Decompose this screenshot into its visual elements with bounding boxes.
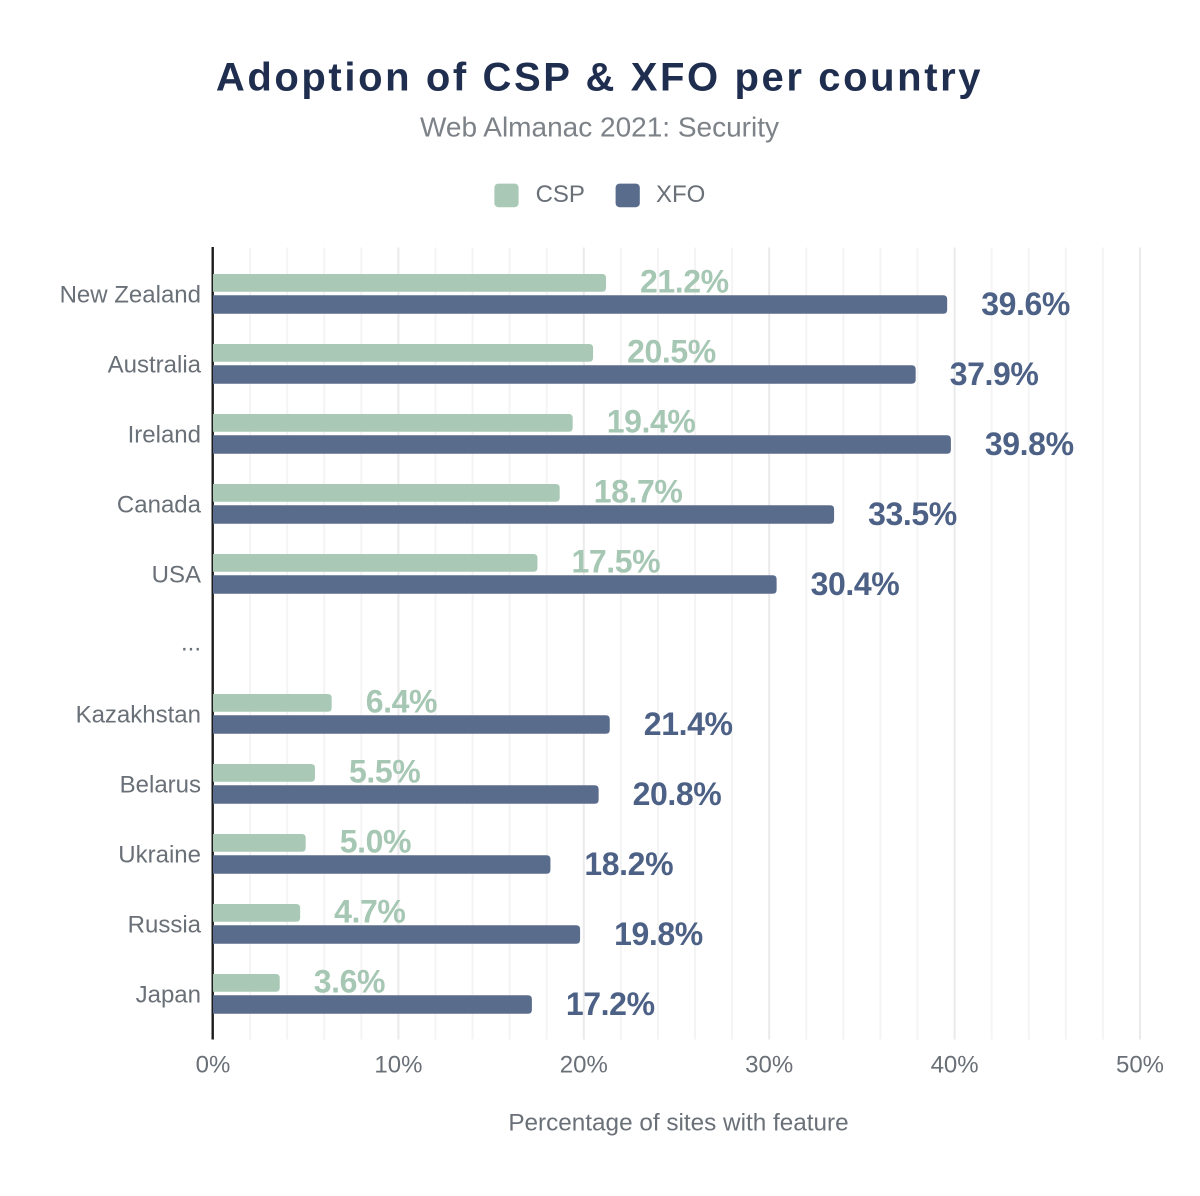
svg-text:Kazakhstan: Kazakhstan [76,702,201,729]
svg-text:40%: 40% [931,1052,979,1079]
svg-text:30.4%: 30.4% [811,566,900,602]
svg-text:6.4%: 6.4% [366,683,437,719]
svg-text:39.8%: 39.8% [985,426,1074,462]
svg-text:17.2%: 17.2% [566,986,655,1022]
svg-text:20.8%: 20.8% [633,776,722,812]
svg-text:21.2%: 21.2% [640,263,729,299]
svg-text:21.4%: 21.4% [644,706,733,742]
svg-text:Adoption of CSP & XFO per coun: Adoption of CSP & XFO per country [216,56,983,100]
svg-text:New Zealand: New Zealand [60,282,201,309]
svg-text:0%: 0% [196,1052,231,1079]
svg-text:Japan: Japan [136,982,201,1009]
svg-text:10%: 10% [374,1052,422,1079]
svg-text:18.7%: 18.7% [594,473,683,509]
svg-text:37.9%: 37.9% [950,356,1039,392]
svg-text:50%: 50% [1116,1052,1164,1079]
svg-text:5.5%: 5.5% [349,753,420,789]
svg-text:Web Almanac 2021: Security: Web Almanac 2021: Security [420,112,779,143]
svg-text:19.8%: 19.8% [614,916,703,952]
svg-text:Ireland: Ireland [128,422,201,449]
svg-text:4.7%: 4.7% [334,893,405,929]
svg-text:Ukraine: Ukraine [118,842,201,869]
svg-text:Canada: Canada [117,492,202,519]
svg-text:17.5%: 17.5% [572,543,661,579]
svg-text:20%: 20% [560,1052,608,1079]
svg-text:33.5%: 33.5% [868,496,957,532]
svg-text:Australia: Australia [108,352,202,379]
svg-text:30%: 30% [745,1052,793,1079]
svg-text:...: ... [181,630,201,657]
svg-text:3.6%: 3.6% [314,963,385,999]
svg-text:XFO: XFO [656,181,705,208]
svg-text:39.6%: 39.6% [981,286,1070,322]
svg-text:20.5%: 20.5% [627,333,716,369]
svg-text:Russia: Russia [128,912,202,939]
svg-text:19.4%: 19.4% [607,403,696,439]
svg-text:5.0%: 5.0% [340,823,411,859]
svg-text:Belarus: Belarus [120,772,201,799]
svg-text:18.2%: 18.2% [584,846,673,882]
svg-text:USA: USA [152,562,201,589]
svg-text:CSP: CSP [536,181,585,208]
svg-text:Percentage of sites with featu: Percentage of sites with feature [508,1110,848,1137]
